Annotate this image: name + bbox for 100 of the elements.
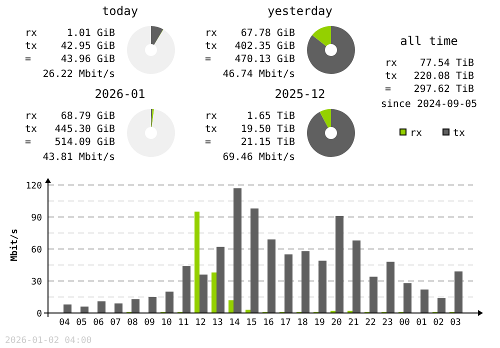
bar [132,299,140,313]
bar [404,283,412,313]
bar [114,303,122,313]
bar [438,298,446,313]
donut-slice [127,26,175,74]
x-tick-label: 01 [416,318,427,328]
y-axis-title: Mbit/s [9,228,20,262]
x-tick-label: 19 [314,318,325,328]
text: 297.62 TiB [414,84,474,95]
text: 445.30 GiB [54,124,115,135]
legend-label: rx [410,128,422,139]
text: 19.50 TiB [240,124,295,135]
text: 67.78 GiB [240,28,295,39]
x-tick-label: 03 [450,318,461,328]
text: 1.65 TiB [246,111,295,122]
bar [386,262,394,313]
bar [268,239,276,313]
bar [216,246,224,313]
x-tick-label: 04 [59,318,70,328]
chart-title: yesterday [267,4,333,18]
text: tx [205,41,218,52]
text: tx [205,124,218,135]
y-tick-label: 0 [36,310,42,320]
bar [454,271,462,313]
x-tick-label: 06 [93,318,104,328]
text: rx [205,28,218,39]
text: 514.09 GiB [54,137,115,148]
x-tick-label: 07 [110,318,121,328]
bar [166,292,174,313]
bar [212,272,216,313]
x-tick-label: 08 [127,318,138,328]
text: rx [25,28,38,39]
x-tick-label: 17 [280,318,291,328]
x-tick-label: 10 [161,318,172,328]
bar [318,260,326,313]
text: since 2024-09-05 [380,99,478,110]
x-tick-label: 12 [195,318,206,328]
donut-slice [312,26,331,46]
bar [370,276,378,313]
text: 220.08 TiB [414,71,474,82]
bar [336,216,344,313]
text: 43.96 GiB [60,54,115,65]
text: 26.22 Mbit/s [42,69,115,80]
x-tick-label: 00 [399,318,410,328]
x-tick-label: 16 [263,318,274,328]
bar [80,306,88,313]
text: = [205,137,212,148]
donut-slice [151,26,164,45]
text: all time [400,34,458,48]
text: 402.35 GiB [234,41,295,52]
text: = [205,54,212,65]
donut-slice [307,26,355,74]
bar [182,266,190,313]
text: = [385,84,392,95]
text: 46.74 Mbit/s [222,69,295,80]
text: 42.95 GiB [60,41,115,52]
donut-slice [307,109,355,157]
bar [234,188,242,313]
text: tx [25,41,38,52]
text: 1.01 GiB [66,28,115,39]
bar [352,240,360,313]
bar [98,301,106,313]
text: tx [385,71,398,82]
bar [200,274,208,313]
bar [64,304,72,313]
chart-title: 2026-01 [94,87,146,101]
text: tx [25,124,38,135]
y-tick-label: 90 [31,214,42,224]
text: 69.46 Mbit/s [222,152,295,163]
x-tick-label: 20 [331,318,342,328]
x-tick-label: 05 [76,318,87,328]
x-tick-label: 22 [365,318,376,328]
x-tick-label: 02 [433,318,444,328]
x-tick-label: 21 [348,318,359,328]
bar [284,254,292,313]
x-tick-label: 14 [229,318,240,328]
text: rx [385,58,398,69]
x-tick-label: 13 [212,318,223,328]
bar [420,290,428,313]
x-tick-label: 09 [144,318,155,328]
text: 68.79 GiB [60,111,115,122]
text: rx [205,111,218,122]
donut-slice [154,29,164,45]
text: 21.15 TiB [240,137,295,148]
y-tick-label: 30 [31,278,42,288]
y-tick-label: 60 [31,246,42,256]
x-tick-label: 23 [382,318,393,328]
bar [302,251,310,313]
bar [148,297,156,313]
donut-slice [127,109,175,157]
chart-title: 2025-12 [274,87,326,101]
x-tick-label: 18 [297,318,308,328]
text: = [25,137,32,148]
x-tick-label: 11 [178,318,189,328]
text: rx [25,111,38,122]
text: 77.54 TiB [420,58,474,69]
donut-slice [320,109,331,128]
x-tick-label: 15 [246,318,257,328]
y-tick-label: 120 [26,182,42,192]
legend-label: tx [453,128,466,139]
